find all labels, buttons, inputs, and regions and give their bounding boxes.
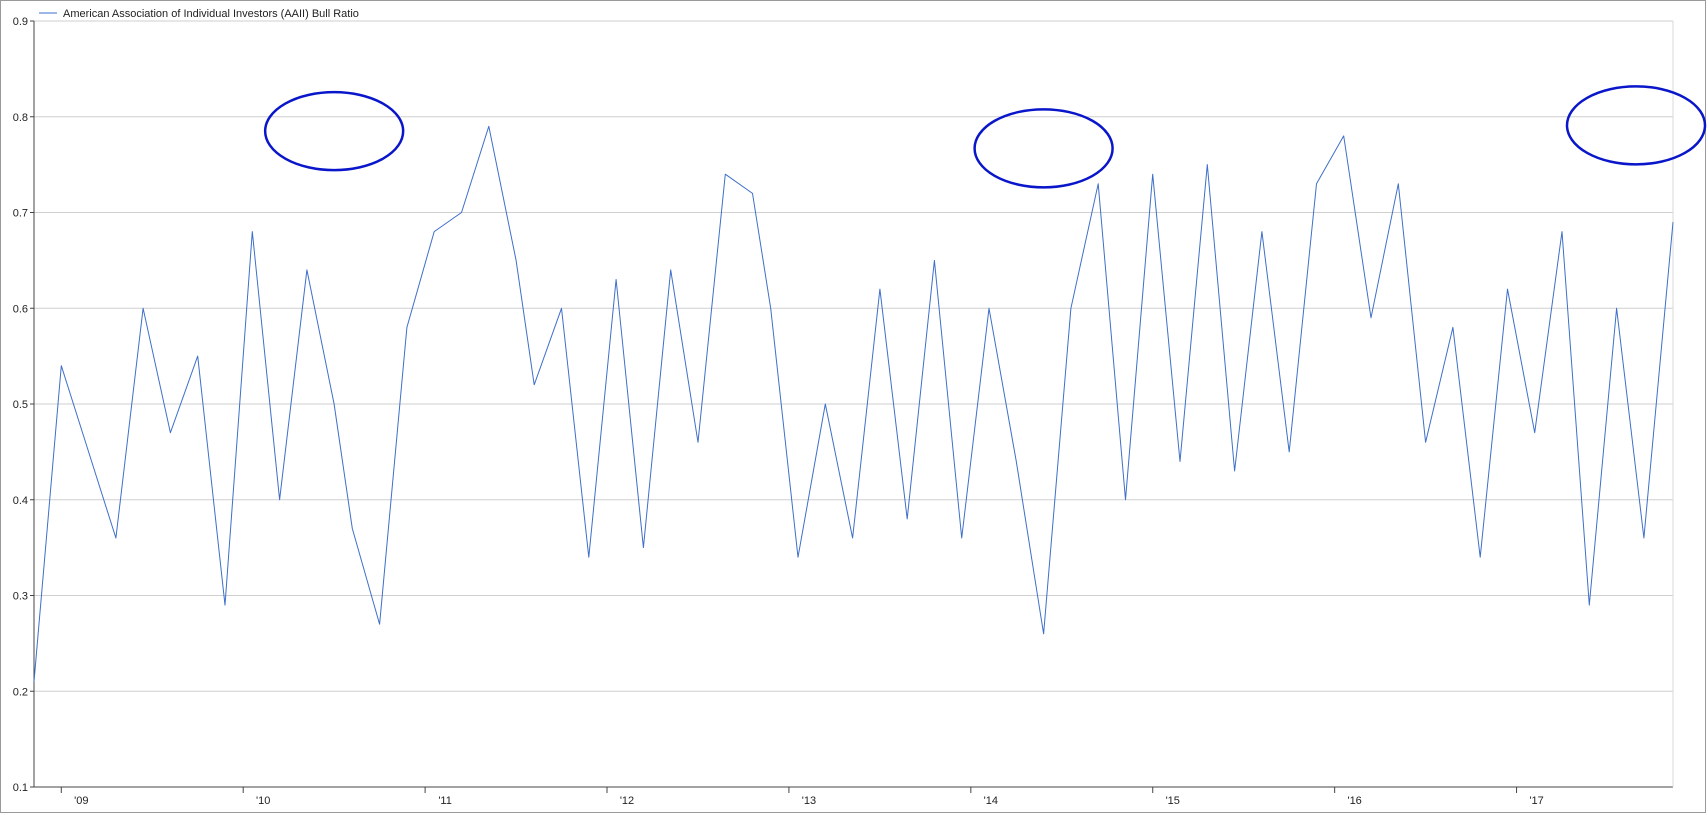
x-tick-label: '17 (1529, 795, 1543, 807)
x-tick-label: '15 (1166, 795, 1180, 807)
legend: American Association of Individual Inves… (39, 8, 359, 20)
y-tick-label: 0.2 (13, 686, 28, 698)
y-tick-label: 0.7 (13, 208, 28, 220)
y-tick-label: 0.6 (13, 303, 28, 315)
grid-lines (34, 20, 1673, 692)
legend-label: American Association of Individual Inves… (63, 8, 359, 20)
y-tick-label: 0.9 (13, 16, 28, 28)
series-lines (33, 125, 1674, 682)
highlight-ellipse (263, 90, 405, 172)
x-tick-label: '13 (802, 795, 816, 807)
x-tick-label: '11 (438, 795, 452, 807)
y-tick-label: 0.5 (13, 399, 28, 411)
x-tick-label: '16 (1347, 795, 1361, 807)
y-tick-label: 0.4 (13, 495, 28, 507)
x-tick-label: '14 (984, 795, 998, 807)
y-tick-label: 0.1 (13, 782, 28, 794)
x-tick-label: '12 (620, 795, 634, 807)
highlight-ellipse (973, 108, 1114, 189)
x-tick-label: '10 (256, 795, 270, 807)
x-tick-label: '09 (74, 795, 88, 807)
y-tick-label: 0.8 (13, 112, 28, 124)
y-tick-labels: 0.1 0.2 0.3 0.4 0.5 0.6 0.7 0.8 0.9 (13, 16, 34, 794)
series-line (33, 125, 1674, 682)
y-tick-label: 0.3 (13, 591, 28, 603)
highlight-ellipse (1565, 85, 1707, 166)
highlight-ellipses (263, 85, 1707, 189)
x-tick-labels: '09 '10 '11 '12 '13 '14 '15 '16 '17 (60, 787, 1544, 807)
